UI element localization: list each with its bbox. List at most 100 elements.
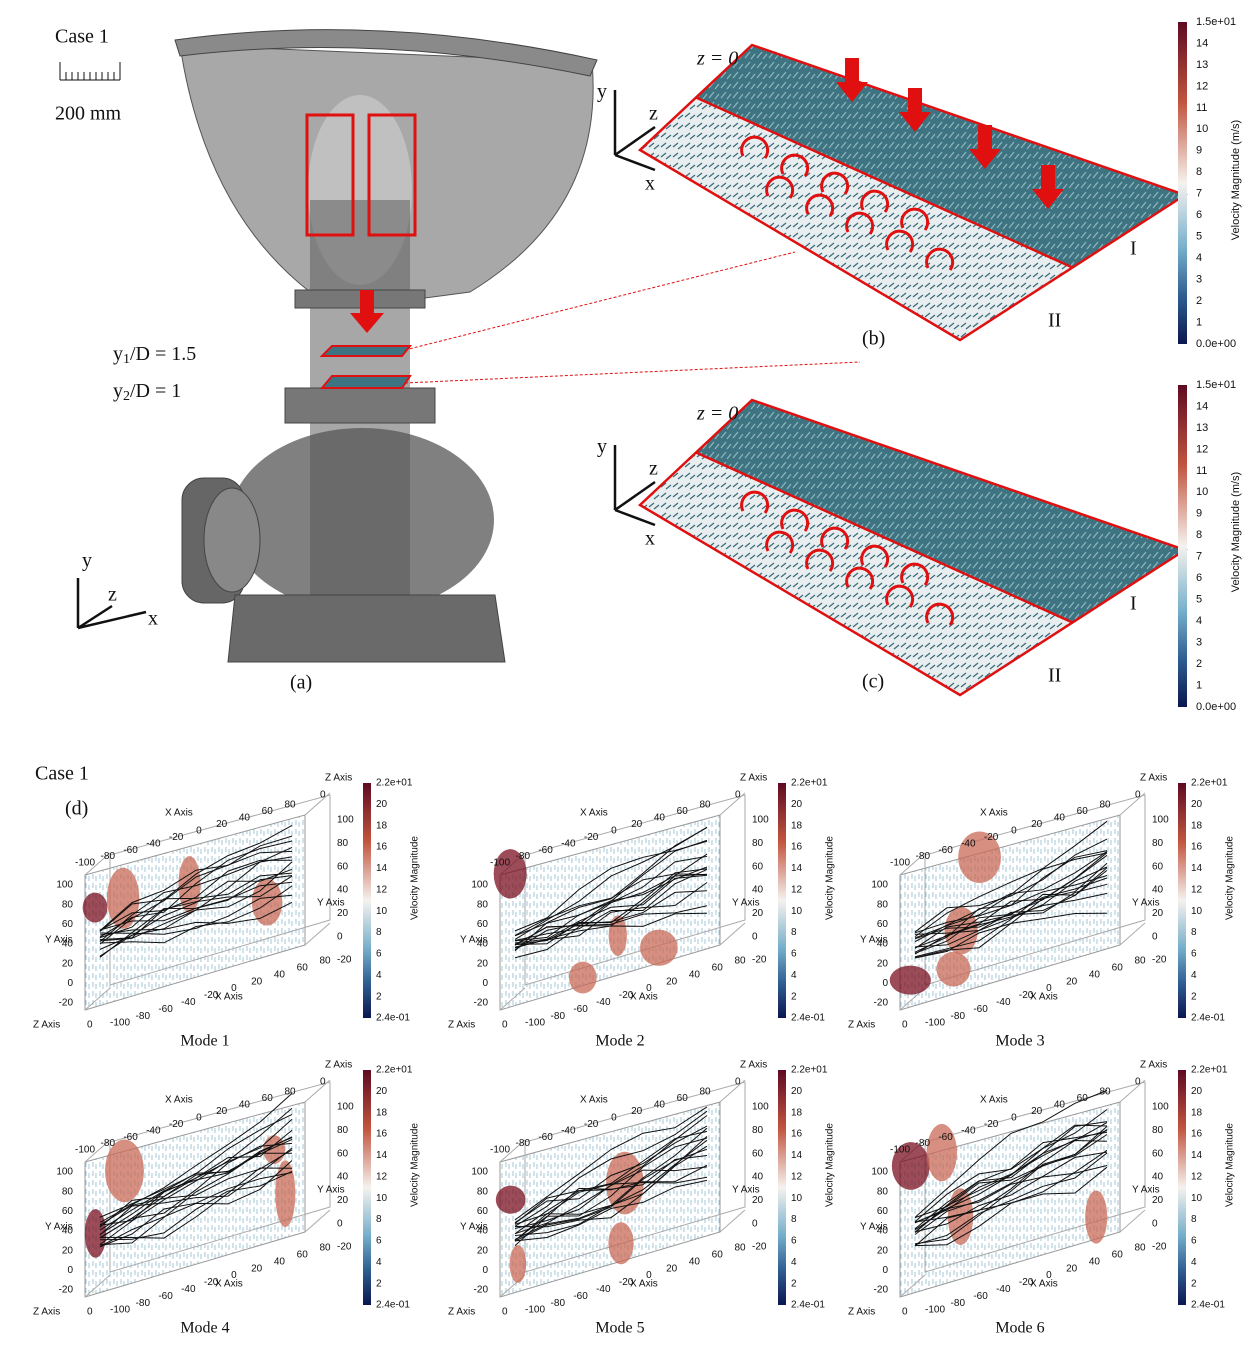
colorbar-tick: 2 [791,991,797,1002]
axis-label: Z Axis [448,1307,475,1318]
velocity-blob [510,1245,526,1283]
colorbar [1178,22,1187,344]
x-tick-label: 40 [1054,1100,1066,1111]
colorbar-tick: 2.4e-01 [376,1013,410,1024]
x-tick-label: -80 [916,1138,931,1149]
z-tick-label: 0 [320,1077,326,1088]
plane-label: y1/D = 1.5 [113,343,196,368]
colorbar-tick: 1 [1196,316,1202,328]
colorbar-tick: 2.4e-01 [376,1300,410,1311]
axis-label: Z Axis [1140,773,1167,784]
y-tick-label: 20 [752,1195,764,1206]
colorbar-tick: 11 [1196,465,1207,477]
triad-x: x [148,608,158,630]
x-tick-label: 80 [319,1243,331,1254]
y-tick-label: 20 [62,1245,74,1256]
colorbar-tick: 14 [1191,1150,1203,1161]
x-tick-label: 0 [196,825,202,836]
velocity-blob [936,952,970,987]
y-tick-label: 20 [337,1195,349,1206]
colorbar [1178,1070,1186,1305]
colorbar [1178,783,1186,1018]
x-tick-label: 60 [677,806,689,817]
y-tick-label: 100 [871,880,888,891]
axis-label: Z Axis [740,1060,767,1071]
y-tick-label: 0 [752,1218,758,1229]
y-tick-label: 20 [337,908,349,919]
x-tick-label: -20 [984,832,999,843]
x-tick-label: 40 [239,1100,251,1111]
x-tick-label: 20 [216,819,228,830]
x-tick-label: -60 [973,1004,988,1015]
velocity-blob [890,966,931,995]
colorbar-tick: 10 [1196,486,1208,498]
colorbar-tick: 6 [376,949,382,960]
colorbar-tick: 8 [1191,1214,1197,1225]
colorbar-tick: 4 [791,1257,797,1268]
colorbar-tick: 10 [1191,1193,1203,1204]
y-tick-label: 0 [882,1265,888,1276]
y-tick-label: 40 [752,885,764,896]
region-label: II [1048,310,1061,332]
x-tick-label: 80 [734,1243,746,1254]
x-tick-label: 0 [611,1112,617,1123]
x-tick-label: -80 [551,1011,566,1022]
colorbar-tick: 14 [1191,863,1203,874]
colorbar-tick: 12 [1196,443,1208,455]
velocity-blob [83,893,108,923]
plane-label-rest: /D = 1.5 [130,343,196,365]
colorbar-tick: 13 [1196,422,1208,434]
case-label: Case 1 [55,26,109,48]
colorbar-tick: 8 [791,1214,797,1225]
triad-y: y [597,81,607,103]
y-tick-label: -20 [59,1285,74,1296]
triad-x: x [645,173,655,195]
x-tick-label: 20 [1066,1263,1078,1274]
x-tick-label: 40 [1054,813,1066,824]
y-tick-label: 80 [62,1186,74,1197]
colorbar-tick: 6 [1196,209,1202,221]
y-tick-label: 20 [1152,908,1164,919]
x-tick-label: 80 [1099,1087,1111,1098]
axis-label: X Axis [165,1095,193,1106]
colorbar-tick: 2.2e+01 [1191,1065,1228,1076]
colorbar-tick: 2.4e-01 [1191,1300,1225,1311]
y-tick-label: 100 [752,1102,769,1113]
colorbar-title: Velocity Magnitude (m/s) [1230,120,1242,240]
colorbar-title: Velocity Magnitude [1225,836,1236,920]
axis-label: Z Axis [1140,1060,1167,1071]
x-tick-label: 40 [654,813,666,824]
colorbar-tick: 2 [376,1278,382,1289]
triad-x: x [645,528,655,550]
case-label: Case 1 [35,763,89,785]
x-tick-label: 80 [1134,1243,1146,1254]
axis-label: X Axis [1030,1279,1058,1290]
axis-label: Y Axis [860,1222,888,1233]
axis-label: X Axis [980,808,1008,819]
colorbar-tick: 14 [1196,37,1208,49]
x-tick-label: -60 [158,1004,173,1015]
velocity-blob [178,856,200,913]
plane-label: z = 0 [696,403,738,425]
x-tick-label: -100 [110,1305,130,1316]
x-tick-label: 40 [239,813,251,824]
mode-title: Mode 1 [180,1033,229,1050]
triad-z: z [649,458,658,480]
colorbar-tick: 16 [1191,842,1203,853]
x-tick-label: -60 [538,845,553,856]
triad-y: y [597,436,607,458]
x-tick-label: -80 [916,851,931,862]
box-edge [720,793,745,815]
y-tick-label: -20 [1152,1242,1167,1253]
colorbar-tick: 14 [791,1150,803,1161]
y-tick-label: 100 [871,1167,888,1178]
colorbar-tick: 2 [1191,991,1197,1002]
colorbar-tick: 12 [1191,884,1203,895]
x-tick-label: 20 [1066,976,1078,987]
y-tick-label: 80 [752,1125,764,1136]
x-tick-label: 20 [1031,819,1043,830]
x-tick-label: 60 [262,1093,274,1104]
x-tick-label: -20 [169,832,184,843]
colorbar-tick: 12 [1191,1171,1203,1182]
colorbar-title: Velocity Magnitude [410,836,421,920]
